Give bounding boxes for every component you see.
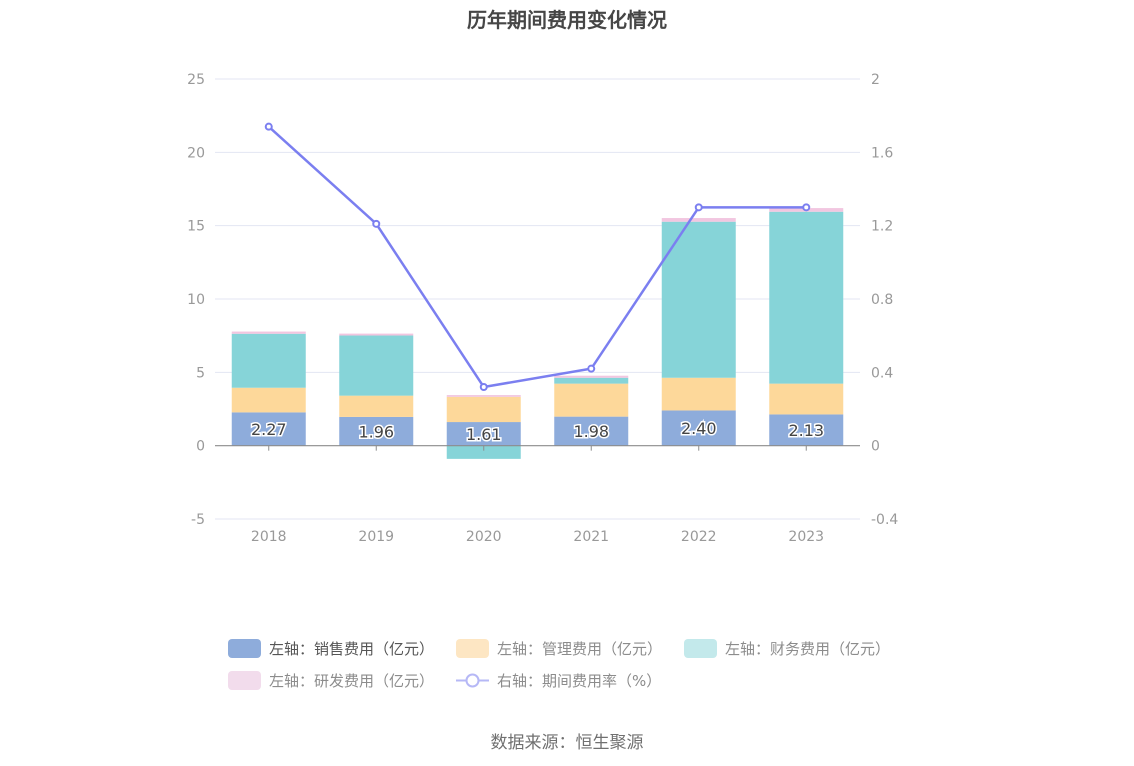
svg-text:2.13: 2.13 <box>788 421 824 440</box>
right-axis: 2 1.6 1.2 0.8 0.4 0 -0.4 <box>871 72 898 528</box>
bar-segment <box>661 221 736 378</box>
line-marker-icon <box>456 673 490 687</box>
bar-segment <box>446 422 521 446</box>
bar-segment <box>554 416 629 446</box>
svg-text:0.8: 0.8 <box>871 292 893 308</box>
svg-text:2022: 2022 <box>681 529 717 545</box>
svg-text:2023: 2023 <box>788 529 824 545</box>
bar-segment <box>446 395 521 397</box>
svg-text:2021: 2021 <box>573 529 609 545</box>
svg-text:15: 15 <box>187 219 205 235</box>
legend-swatch-rnd <box>228 670 261 690</box>
legend-label-sales: 左轴：销售费用（亿元） <box>269 639 435 658</box>
gridlines <box>215 78 860 520</box>
bar-segment <box>769 414 844 446</box>
svg-text:1.61: 1.61 <box>466 425 502 444</box>
legend-item-sales[interactable]: 左轴：销售费用（亿元） <box>228 638 434 659</box>
bar-segment <box>769 383 844 415</box>
legend-swatch-sales <box>228 638 261 658</box>
svg-text:0: 0 <box>196 439 205 455</box>
chart-plot: 25 20 15 10 5 0 -5 2 1.6 1.2 0.8 0.4 0 -0.4 2018 2019… <box>187 72 898 545</box>
x-axis: 2018 2019 2020 2021 2022 2023 <box>215 445 860 545</box>
legend-item-rate[interactable]: 右轴：期间费用率（%） <box>456 670 661 691</box>
svg-text:1.98: 1.98 <box>573 422 609 441</box>
legend-label-finance: 左轴：财务费用（亿元） <box>725 639 891 658</box>
svg-text:2019: 2019 <box>358 529 394 545</box>
legend-item-rnd[interactable]: 左轴：研发费用（亿元） <box>228 670 434 691</box>
bar-segment <box>231 333 306 388</box>
data-source: 数据来源：恒生聚源 <box>490 733 644 753</box>
bar-segment <box>339 395 414 417</box>
bar-segment <box>231 412 306 446</box>
legend-swatch-finance <box>684 638 718 658</box>
legend-row-2: 左轴：研发费用（亿元） 右轴：期间费用率（%） <box>228 664 928 696</box>
svg-text:5: 5 <box>196 365 205 381</box>
svg-text:2.40: 2.40 <box>681 419 717 438</box>
bar-segment <box>554 375 629 378</box>
svg-text:2.27: 2.27 <box>251 420 287 439</box>
legend-label-rate: 右轴：期间费用率（%） <box>497 671 662 690</box>
bar-segment <box>661 410 736 446</box>
bar-segment <box>339 416 414 446</box>
bar-segment <box>339 333 414 336</box>
svg-text:-5: -5 <box>191 512 205 528</box>
chart-title: 历年期间费用变化情况 <box>467 8 667 32</box>
bar-segment <box>661 377 736 411</box>
svg-text:0.4: 0.4 <box>871 365 893 381</box>
left-axis: 25 20 15 10 5 0 -5 <box>187 72 205 528</box>
legend-item-mgmt[interactable]: 左轴：管理费用（亿元） <box>456 638 662 659</box>
svg-text:25: 25 <box>187 72 205 88</box>
bar-segment <box>231 387 306 413</box>
bar-segment <box>231 331 306 334</box>
bar-segment <box>339 335 414 396</box>
bar-segment <box>769 211 844 384</box>
bar-segment <box>446 396 521 423</box>
svg-text:20: 20 <box>187 145 205 161</box>
svg-text:-0.4: -0.4 <box>871 512 898 528</box>
stacked-bars <box>231 208 844 459</box>
legend-item-finance[interactable]: 左轴：财务费用（亿元） <box>684 638 890 659</box>
bar-segment <box>446 445 521 459</box>
svg-text:1.6: 1.6 <box>871 145 893 161</box>
bar-segment <box>661 218 736 222</box>
svg-text:10: 10 <box>187 292 205 308</box>
bar-segment <box>554 377 629 384</box>
svg-text:2018: 2018 <box>251 529 287 545</box>
bar-segment <box>554 383 629 417</box>
legend-label-rnd: 左轴：研发费用（亿元） <box>269 671 435 690</box>
legend: 左轴：销售费用（亿元） 左轴：管理费用（亿元） 左轴：财务费用（亿元） 左轴：研… <box>228 632 928 696</box>
svg-text:2: 2 <box>871 72 880 88</box>
bar-value-labels: 2.27 1.96 1.61 1.98 2.40 2.13 <box>249 418 825 446</box>
expense-rate-line <box>264 122 811 391</box>
legend-label-mgmt: 左轴：管理费用（亿元） <box>497 639 663 658</box>
svg-text:0: 0 <box>871 439 880 455</box>
legend-swatch-mgmt <box>456 638 490 658</box>
svg-text:2020: 2020 <box>466 529 502 545</box>
svg-text:1.96: 1.96 <box>358 422 394 441</box>
legend-row-1: 左轴：销售费用（亿元） 左轴：管理费用（亿元） 左轴：财务费用（亿元） <box>228 632 928 664</box>
svg-text:1.2: 1.2 <box>871 219 893 235</box>
